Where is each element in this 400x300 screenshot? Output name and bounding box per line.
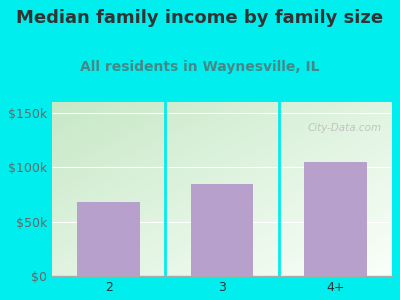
Bar	[78, 202, 140, 276]
Bar	[191, 184, 253, 276]
Text: City-Data.com: City-Data.com	[308, 123, 382, 133]
Bar	[304, 162, 366, 276]
Text: All residents in Waynesville, IL: All residents in Waynesville, IL	[80, 60, 320, 74]
Text: Median family income by family size: Median family income by family size	[16, 9, 384, 27]
